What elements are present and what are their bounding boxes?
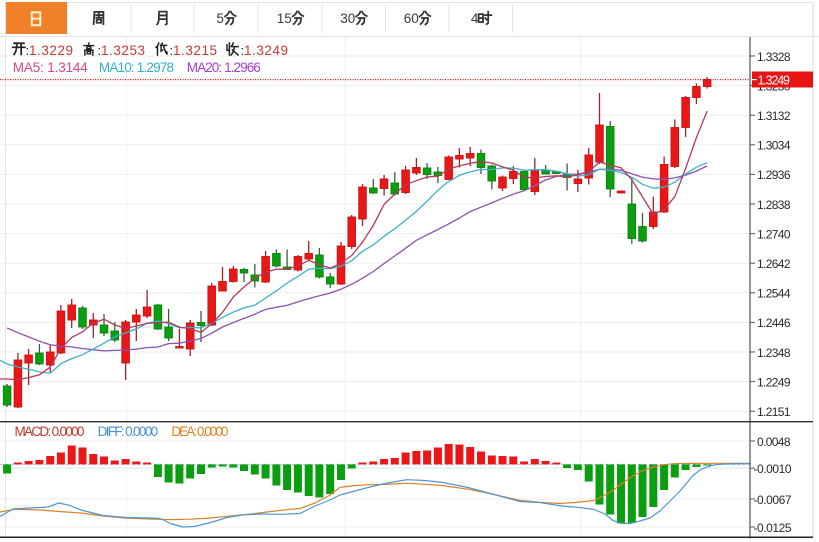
svg-text:30: 30 [340,11,355,26]
svg-text:MA20: 1.2966: MA20: 1.2966 [187,60,261,75]
svg-text::: : [98,43,102,58]
svg-text:-0.0010: -0.0010 [754,462,792,476]
svg-text:0.0048: 0.0048 [757,435,791,449]
svg-text:5: 5 [216,11,224,26]
svg-text::: : [241,43,245,58]
svg-text:1.3034: 1.3034 [757,139,791,153]
svg-text:DEA: 0.0000: DEA: 0.0000 [171,424,228,439]
svg-text::: : [170,43,174,58]
svg-text:1.2838: 1.2838 [757,198,791,212]
svg-text:MA5: 1.3144: MA5: 1.3144 [13,60,88,75]
svg-text:1.2544: 1.2544 [757,287,791,301]
svg-text:MA10: 1.2978: MA10: 1.2978 [99,60,174,75]
svg-text:1.2446: 1.2446 [757,316,791,330]
svg-text:1.3249: 1.3249 [758,73,791,87]
svg-text:1.3229: 1.3229 [29,43,73,58]
svg-text:DIFF: 0.0000: DIFF: 0.0000 [98,424,159,439]
svg-text:60: 60 [404,11,419,26]
svg-text:1.2249: 1.2249 [757,375,791,389]
svg-text:1.3249: 1.3249 [244,43,288,58]
svg-text:MACD: 0.0000: MACD: 0.0000 [15,424,85,439]
svg-text:15: 15 [277,11,292,26]
svg-text:1.3215: 1.3215 [173,43,217,58]
svg-text:1.2151: 1.2151 [757,405,791,419]
svg-text:1.2936: 1.2936 [757,168,791,182]
svg-text:1.2348: 1.2348 [757,346,791,360]
svg-text::: : [26,43,30,58]
svg-text:-0.0067: -0.0067 [754,493,792,507]
svg-text:-0.0125: -0.0125 [754,521,792,535]
svg-text:1.3328: 1.3328 [757,50,791,64]
svg-text:1.2740: 1.2740 [757,227,791,241]
svg-text:1.3253: 1.3253 [101,43,145,58]
svg-text:1.3132: 1.3132 [757,109,791,123]
svg-text:4: 4 [471,11,479,26]
svg-text:1.2642: 1.2642 [757,257,791,271]
